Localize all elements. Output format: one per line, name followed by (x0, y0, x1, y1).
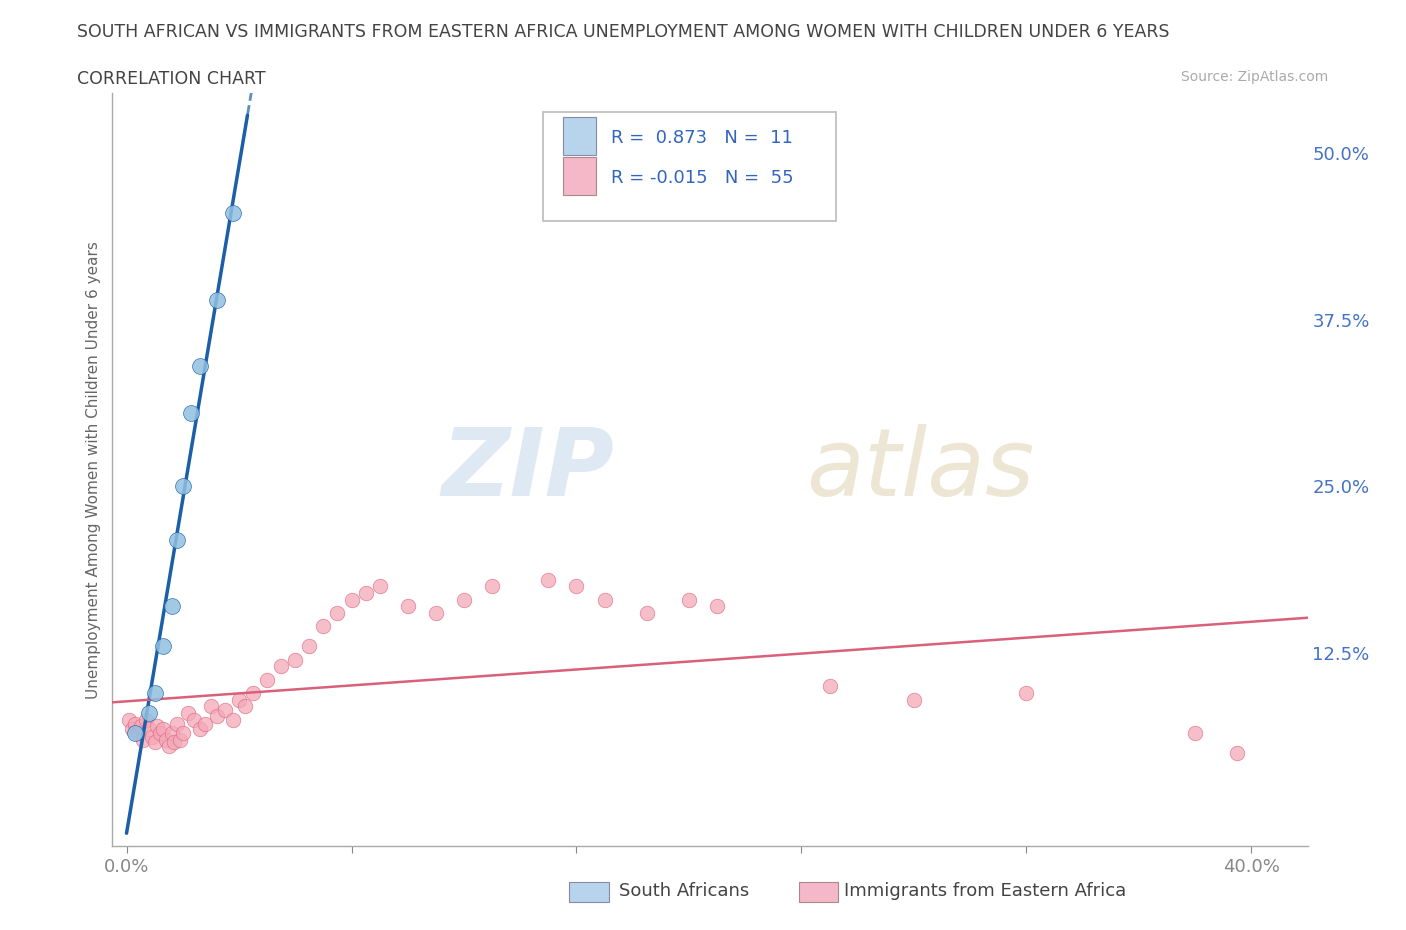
Point (256, 672, 278, 687)
FancyBboxPatch shape (543, 112, 835, 221)
Text: R =  0.873   N =  11: R = 0.873 N = 11 (610, 129, 793, 147)
Text: Source: ZipAtlas.com: Source: ZipAtlas.com (1181, 70, 1329, 84)
Point (160, 599, 183, 614)
Point (132, 732, 155, 747)
Point (180, 405, 202, 420)
Point (152, 722, 174, 737)
Point (124, 725, 146, 740)
Point (1184, 725, 1206, 740)
Point (205, 292, 228, 307)
Point (537, 572, 560, 587)
Point (312, 618, 335, 633)
Text: Immigrants from Eastern Africa: Immigrants from Eastern Africa (844, 882, 1126, 900)
Point (157, 738, 180, 753)
Point (284, 652, 307, 667)
Point (169, 732, 191, 747)
Point (141, 729, 163, 744)
Point (172, 479, 194, 494)
Point (481, 578, 503, 593)
Point (160, 725, 183, 740)
Point (200, 698, 222, 713)
Point (593, 592, 616, 607)
Point (205, 709, 228, 724)
Point (425, 605, 447, 620)
Point (149, 725, 172, 740)
Point (121, 722, 143, 737)
Point (298, 639, 321, 654)
Point (270, 658, 292, 673)
Point (242, 685, 264, 700)
Point (326, 605, 349, 620)
Point (228, 692, 250, 707)
Point (143, 685, 166, 700)
Point (636, 605, 658, 620)
Point (368, 578, 391, 593)
Point (124, 716, 146, 731)
Text: CORRELATION CHART: CORRELATION CHART (77, 70, 266, 87)
Text: ZIP: ZIP (441, 424, 614, 515)
Point (354, 586, 377, 601)
Point (183, 712, 205, 727)
Point (118, 712, 141, 727)
Point (172, 725, 194, 740)
Point (340, 592, 363, 607)
Point (155, 732, 177, 747)
Point (214, 703, 236, 718)
Point (453, 592, 475, 607)
Point (152, 639, 174, 654)
Point (166, 532, 188, 547)
Point (706, 599, 728, 614)
Text: R = -0.015   N =  55: R = -0.015 N = 55 (610, 169, 793, 187)
Point (143, 735, 166, 750)
Point (177, 706, 200, 721)
Point (396, 599, 419, 614)
Point (127, 725, 149, 740)
Point (146, 719, 169, 734)
FancyBboxPatch shape (562, 157, 596, 194)
Point (188, 722, 211, 737)
Y-axis label: Unemployment Among Women with Children Under 6 years: Unemployment Among Women with Children U… (86, 241, 101, 698)
Text: SOUTH AFRICAN VS IMMIGRANTS FROM EASTERN AFRICA UNEMPLOYMENT AMONG WOMEN WITH CH: SOUTH AFRICAN VS IMMIGRANTS FROM EASTERN… (77, 23, 1170, 41)
Point (1015, 685, 1038, 700)
Point (1226, 746, 1249, 761)
Point (135, 712, 157, 727)
Point (166, 716, 188, 731)
Text: atlas: atlas (806, 424, 1033, 515)
Point (138, 706, 160, 721)
Point (129, 719, 152, 734)
Point (903, 692, 925, 707)
Point (678, 592, 700, 607)
Point (222, 712, 245, 727)
Point (233, 698, 256, 713)
Text: South Africans: South Africans (619, 882, 749, 900)
Point (818, 679, 841, 694)
Point (222, 206, 245, 220)
Point (565, 578, 588, 593)
FancyBboxPatch shape (562, 117, 596, 154)
Point (138, 722, 160, 737)
Point (188, 359, 211, 374)
Point (163, 735, 186, 750)
Point (194, 716, 217, 731)
